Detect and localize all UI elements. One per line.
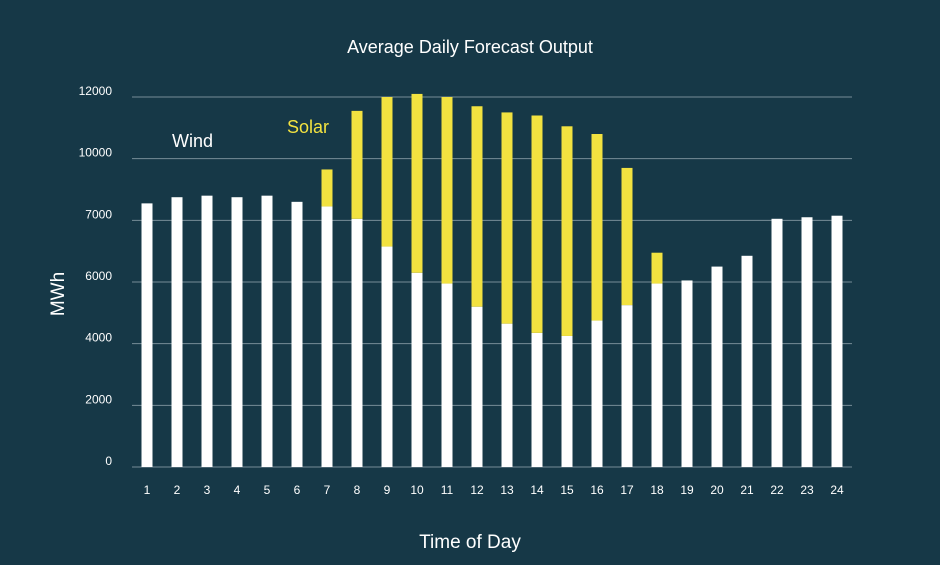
y-tick-label: 6000 xyxy=(85,269,112,283)
y-tick-label: 7000 xyxy=(85,207,112,221)
bar-solar-10 xyxy=(411,93,423,273)
bar-solar-11 xyxy=(441,97,453,284)
bar-wind-3 xyxy=(201,195,213,467)
bar-wind-13 xyxy=(501,323,513,467)
bar-solar-17 xyxy=(621,167,633,306)
bar-wind-24 xyxy=(831,215,843,467)
bar-wind-16 xyxy=(591,320,603,467)
bar-wind-20 xyxy=(711,266,723,467)
bar-wind-21 xyxy=(741,255,753,467)
x-tick-label: 19 xyxy=(680,483,694,497)
x-tick-label: 14 xyxy=(530,483,544,497)
bar-solar-12 xyxy=(471,106,483,307)
y-axis-ticks: 0 2000 4000 6000 7000 10000 12000 xyxy=(79,84,113,468)
bar-solar-15 xyxy=(561,126,573,336)
x-tick-label: 15 xyxy=(560,483,574,497)
bar-wind-14 xyxy=(531,332,543,467)
x-tick-label: 8 xyxy=(354,483,361,497)
bar-wind-1 xyxy=(141,203,153,467)
series-label-solar: Solar xyxy=(287,117,329,137)
x-tick-label: 18 xyxy=(650,483,664,497)
bar-wind-12 xyxy=(471,306,483,467)
bar-wind-15 xyxy=(561,335,573,467)
x-tick-label: 1 xyxy=(144,483,151,497)
bar-solar-9 xyxy=(381,97,393,247)
bar-solar-18 xyxy=(651,252,663,284)
x-tick-label: 5 xyxy=(264,483,271,497)
bar-wind-23 xyxy=(801,217,813,467)
x-tick-label: 12 xyxy=(470,483,484,497)
bar-wind-18 xyxy=(651,283,663,467)
grid-lines xyxy=(132,96,852,468)
x-axis-label: Time of Day xyxy=(419,532,521,553)
x-tick-label: 11 xyxy=(441,483,454,497)
bar-wind-10 xyxy=(411,272,423,467)
y-tick-label: 2000 xyxy=(85,392,112,406)
bar-solar-7 xyxy=(321,169,333,207)
x-tick-label: 16 xyxy=(590,483,604,497)
bar-wind-17 xyxy=(621,305,633,467)
bar-solar-14 xyxy=(531,115,543,333)
x-tick-label: 6 xyxy=(294,483,301,497)
bar-wind-2 xyxy=(171,197,183,468)
x-tick-label: 22 xyxy=(770,483,784,497)
x-tick-label: 13 xyxy=(500,483,514,497)
y-tick-label: 12000 xyxy=(79,84,113,98)
x-tick-label: 10 xyxy=(410,483,424,497)
bar-wind-11 xyxy=(441,283,453,467)
bar-solar-13 xyxy=(501,112,513,324)
x-tick-label: 3 xyxy=(204,483,211,497)
bar-wind-5 xyxy=(261,195,273,467)
bars xyxy=(141,93,843,468)
y-tick-label: 10000 xyxy=(79,146,113,160)
chart-title: Average Daily Forecast Output xyxy=(347,37,593,57)
bar-wind-7 xyxy=(321,206,333,468)
x-tick-label: 2 xyxy=(174,483,181,497)
bar-wind-22 xyxy=(771,218,783,467)
y-axis-label: MWh xyxy=(48,272,69,316)
x-tick-label: 24 xyxy=(830,483,844,497)
x-axis-ticks: 1 2 3 4 5 6 7 8 9 10 11 12 13 14 15 16 17 18 19 20 21 22 23 24 xyxy=(144,483,844,497)
x-tick-label: 4 xyxy=(234,483,241,497)
x-tick-label: 20 xyxy=(710,483,724,497)
y-tick-label: 4000 xyxy=(85,331,112,345)
bar-wind-4 xyxy=(231,197,243,468)
x-tick-label: 21 xyxy=(740,483,754,497)
x-tick-label: 17 xyxy=(620,483,634,497)
series-label-wind: Wind xyxy=(172,131,213,151)
x-tick-label: 7 xyxy=(324,483,331,497)
y-tick-label: 0 xyxy=(105,454,112,468)
bar-wind-9 xyxy=(381,246,393,467)
bar-solar-16 xyxy=(591,134,603,321)
bar-wind-19 xyxy=(681,280,693,467)
bar-wind-8 xyxy=(351,218,363,467)
x-tick-label: 23 xyxy=(800,483,814,497)
bar-solar-8 xyxy=(351,110,363,219)
bar-wind-6 xyxy=(291,201,303,468)
x-tick-label: 9 xyxy=(384,483,391,497)
